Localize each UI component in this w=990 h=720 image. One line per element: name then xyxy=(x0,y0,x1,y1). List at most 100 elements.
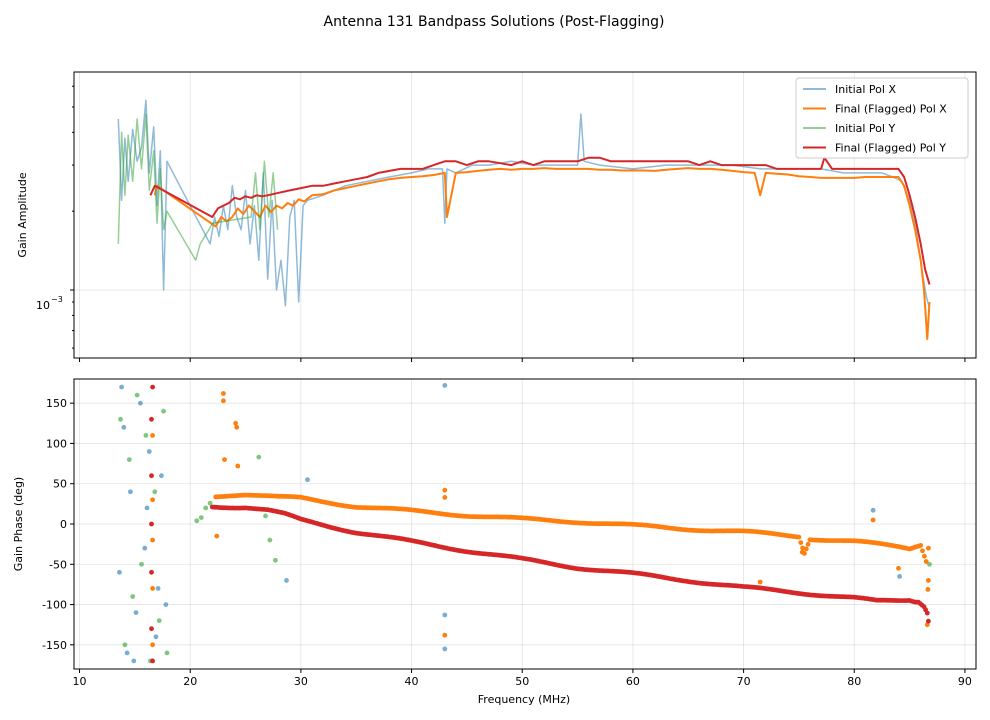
bottom-point-3-0 xyxy=(149,473,154,479)
bottom-point-2-16 xyxy=(256,454,262,460)
bottom-point-1-12 xyxy=(442,487,448,493)
y-tick-label--100: -100 xyxy=(42,599,67,612)
bottom-point-1-0 xyxy=(150,497,156,503)
bottom-point-1-16 xyxy=(799,549,805,555)
bottom-point-3-1 xyxy=(149,521,154,527)
x-tick-label-50: 50 xyxy=(515,675,529,688)
legend-label-3: Final (Flagged) Pol Y xyxy=(835,142,946,155)
bottom-point-2-12 xyxy=(194,518,200,524)
bottom-point-0-0 xyxy=(117,569,122,575)
bottom-trend-point-1 xyxy=(805,541,811,547)
bottom-point-2-19 xyxy=(273,557,278,563)
bottom-point-0-19 xyxy=(897,574,902,579)
bottom-point-3-6 xyxy=(150,384,156,390)
bottom-point-2-11 xyxy=(164,650,170,656)
bottom-point-0-8 xyxy=(153,634,159,640)
bottom-point-2-4 xyxy=(134,392,140,398)
bottom-series-group xyxy=(117,383,932,664)
bottom-point-0-4 xyxy=(133,610,139,615)
top-series-group xyxy=(117,99,931,340)
bottom-point-0-15 xyxy=(442,383,448,388)
bottom-ticks: 10 20 30 40 50 60 70 80 90 -150 -100 -50 0 50 100 150 xyxy=(42,397,972,688)
bottom-series-0 xyxy=(117,383,902,664)
x-tick-label-20: 20 xyxy=(183,675,197,688)
x-tick-label-10: 10 xyxy=(73,675,87,688)
bottom-point-0-5 xyxy=(138,400,143,406)
top-ticks xyxy=(70,85,966,362)
bottom-point-0-9 xyxy=(159,473,164,479)
legend-label-2: Initial Pol Y xyxy=(835,122,895,135)
bottom-gridlines xyxy=(74,379,976,669)
bottom-point-2-6 xyxy=(143,433,149,438)
bottom-point-1-5 xyxy=(214,533,220,539)
bottom-point-0-6 xyxy=(142,545,148,551)
bottom-point-2-0 xyxy=(118,416,123,422)
y-tick-label-50: 50 xyxy=(53,478,67,491)
x-tick-label-90: 90 xyxy=(958,675,972,688)
bottom-point-2-1 xyxy=(122,642,128,648)
bottom-point-0-12 xyxy=(131,658,137,664)
bottom-point-1-7 xyxy=(221,398,226,404)
bottom-y-axis-label: Gain Phase (deg) xyxy=(12,477,25,571)
y-tick-label-150: 150 xyxy=(46,397,67,410)
bottom-point-2-13 xyxy=(198,515,204,520)
top-series-line-2 xyxy=(117,113,279,261)
x-axis-label: Frequency (MHz) xyxy=(478,693,570,706)
bottom-point-0-10 xyxy=(163,602,169,607)
top-series-line-1 xyxy=(153,167,931,340)
bottom-series-3 xyxy=(149,384,931,664)
bottom-point-0-20 xyxy=(284,578,289,583)
bottom-point-2-17 xyxy=(263,513,268,519)
bottom-trend-point-1 xyxy=(796,534,802,540)
y-tick-label--150: -150 xyxy=(42,639,67,652)
chart-title: Antenna 131 Bandpass Solutions (Post-Fla… xyxy=(324,14,665,30)
bottom-point-0-3 xyxy=(127,489,133,495)
bottom-point-2-9 xyxy=(156,618,162,624)
bottom-point-3-5 xyxy=(150,658,156,664)
bottom-point-1-1 xyxy=(150,537,156,543)
bottom-trend-point-1 xyxy=(920,548,925,554)
bottom-point-0-2 xyxy=(124,650,130,656)
bottom-trend-point-3 xyxy=(924,610,930,616)
top-y-tick-label-1e-3: 10 −3 xyxy=(36,295,63,312)
bottom-point-2-14 xyxy=(203,505,209,511)
bottom-point-2-3 xyxy=(130,594,136,599)
x-tick-label-40: 40 xyxy=(405,675,419,688)
bottom-point-1-2 xyxy=(150,586,156,591)
bottom-series-2 xyxy=(118,392,932,664)
bottom-point-2-5 xyxy=(139,561,144,567)
top-axes-frame xyxy=(73,71,977,359)
bottom-point-3-2 xyxy=(149,569,154,575)
y-tick-label-0: 0 xyxy=(60,518,67,531)
bottom-point-1-6 xyxy=(221,391,226,396)
bottom-point-3-3 xyxy=(149,416,154,422)
bottom-point-1-18 xyxy=(896,565,901,571)
bottom-point-1-9 xyxy=(233,420,239,426)
bottom-trend-point-1 xyxy=(803,546,809,552)
legend: Initial Pol X Final (Flagged) Pol X Initia… xyxy=(795,77,969,159)
bottom-trend-point-1 xyxy=(800,545,805,551)
bottom-point-2-15 xyxy=(207,500,213,506)
bottom-point-1-21 xyxy=(926,545,931,551)
bottom-point-0-17 xyxy=(442,646,448,652)
y-tick-exponent: −3 xyxy=(51,295,63,304)
top-gridlines xyxy=(74,72,976,358)
legend-label-1: Final (Flagged) Pol X xyxy=(835,103,947,116)
bottom-point-1-13 xyxy=(442,495,448,500)
bottom-point-1-17 xyxy=(870,517,876,523)
bottom-trend-point-1 xyxy=(923,559,929,564)
bottom-point-0-18 xyxy=(870,507,876,513)
bottom-point-1-8 xyxy=(222,457,227,462)
x-tick-label-80: 80 xyxy=(847,675,861,688)
x-tick-label-70: 70 xyxy=(737,675,751,688)
bottom-point-1-20 xyxy=(926,578,931,583)
legend-box xyxy=(795,77,969,159)
bottom-point-3-4 xyxy=(149,626,154,632)
bottom-point-2-10 xyxy=(161,408,167,414)
bottom-point-1-4 xyxy=(150,642,156,648)
bottom-point-0-21 xyxy=(305,477,310,483)
bottom-point-0-1 xyxy=(121,424,127,430)
bottom-point-2-18 xyxy=(267,537,273,543)
bottom-trend-point-1 xyxy=(798,540,804,545)
